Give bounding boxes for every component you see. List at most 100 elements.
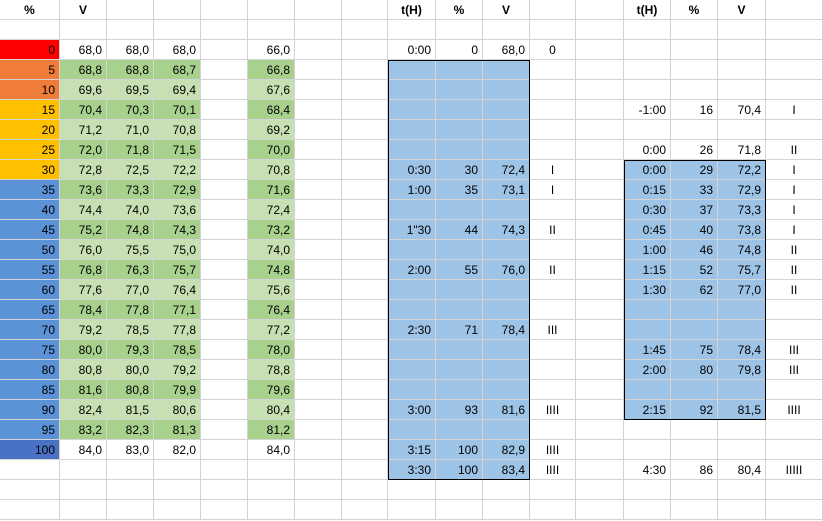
percent-cell[interactable]: [436, 300, 483, 320]
voltage-cell[interactable]: 77,0: [718, 280, 766, 300]
voltage-cell[interactable]: 73,2: [248, 220, 295, 240]
voltage-cell[interactable]: 70,3: [107, 100, 154, 120]
empty-cell[interactable]: [766, 20, 823, 40]
voltage-cell[interactable]: 75,6: [248, 280, 295, 300]
empty-cell[interactable]: [295, 340, 342, 360]
empty-cell[interactable]: [201, 220, 248, 240]
time-cell[interactable]: 1"30: [388, 220, 436, 240]
voltage-cell[interactable]: 79,9: [154, 380, 201, 400]
empty-cell[interactable]: [201, 160, 248, 180]
empty-cell[interactable]: [201, 140, 248, 160]
voltage-cell[interactable]: 79,2: [60, 320, 107, 340]
empty-cell[interactable]: [342, 200, 388, 220]
empty-cell[interactable]: [483, 500, 530, 520]
voltage-cell[interactable]: 80,4: [248, 400, 295, 420]
empty-cell[interactable]: [248, 460, 295, 480]
empty-cell[interactable]: [201, 260, 248, 280]
header-percent[interactable]: %: [0, 0, 60, 20]
voltage-cell[interactable]: 73,3: [107, 180, 154, 200]
empty-cell[interactable]: [295, 0, 342, 20]
empty-cell[interactable]: [154, 20, 201, 40]
time-cell[interactable]: 2:15: [624, 400, 671, 420]
voltage-cell[interactable]: 66,8: [248, 60, 295, 80]
empty-cell[interactable]: [766, 0, 823, 20]
percent-cell[interactable]: 26: [671, 140, 718, 160]
empty-cell[interactable]: [201, 200, 248, 220]
voltage-cell[interactable]: 77,8: [154, 320, 201, 340]
percent-cell[interactable]: 100: [0, 440, 60, 460]
time-cell[interactable]: 1:15: [624, 260, 671, 280]
empty-cell[interactable]: [342, 320, 388, 340]
empty-cell[interactable]: [201, 240, 248, 260]
empty-cell[interactable]: [342, 480, 388, 500]
voltage-cell[interactable]: [718, 120, 766, 140]
voltage-cell[interactable]: 76,0: [483, 260, 530, 280]
voltage-cell[interactable]: 72,9: [154, 180, 201, 200]
time-cell[interactable]: [624, 80, 671, 100]
percent-cell[interactable]: [436, 120, 483, 140]
time-cell[interactable]: 0:00: [624, 160, 671, 180]
voltage-cell[interactable]: 84,0: [248, 440, 295, 460]
percent-cell[interactable]: 5: [0, 60, 60, 80]
voltage-cell[interactable]: 74,8: [248, 260, 295, 280]
percent-cell[interactable]: 75: [671, 340, 718, 360]
percent-cell[interactable]: [436, 340, 483, 360]
marker-cell[interactable]: [530, 240, 576, 260]
percent-cell[interactable]: 92: [671, 400, 718, 420]
empty-cell[interactable]: [154, 500, 201, 520]
empty-cell[interactable]: [576, 460, 624, 480]
empty-cell[interactable]: [342, 60, 388, 80]
voltage-cell[interactable]: 68,0: [154, 40, 201, 60]
percent-cell[interactable]: 0: [436, 40, 483, 60]
time-cell[interactable]: 1:45: [624, 340, 671, 360]
empty-cell[interactable]: [295, 120, 342, 140]
marker-cell[interactable]: [766, 300, 823, 320]
percent-cell[interactable]: [436, 80, 483, 100]
marker-cell[interactable]: [766, 320, 823, 340]
voltage-cell[interactable]: 69,6: [60, 80, 107, 100]
empty-cell[interactable]: [295, 280, 342, 300]
empty-cell[interactable]: [718, 480, 766, 500]
voltage-cell[interactable]: 83,2: [60, 420, 107, 440]
percent-cell[interactable]: 44: [436, 220, 483, 240]
empty-cell[interactable]: [201, 440, 248, 460]
voltage-cell[interactable]: 81,6: [483, 400, 530, 420]
percent-cell[interactable]: 35: [436, 180, 483, 200]
empty-cell[interactable]: [576, 40, 624, 60]
empty-cell[interactable]: [295, 20, 342, 40]
empty-cell[interactable]: [576, 220, 624, 240]
time-cell[interactable]: [624, 40, 671, 60]
empty-cell[interactable]: [483, 20, 530, 40]
empty-cell[interactable]: [576, 100, 624, 120]
percent-cell[interactable]: [671, 420, 718, 440]
time-cell[interactable]: 0:15: [624, 180, 671, 200]
empty-cell[interactable]: [295, 500, 342, 520]
voltage-cell[interactable]: 69,5: [107, 80, 154, 100]
empty-cell[interactable]: [154, 480, 201, 500]
percent-cell[interactable]: 71: [436, 320, 483, 340]
percent-cell[interactable]: 100: [436, 460, 483, 480]
voltage-cell[interactable]: 70,1: [154, 100, 201, 120]
percent-cell[interactable]: 75: [0, 340, 60, 360]
voltage-cell[interactable]: [718, 320, 766, 340]
percent-cell[interactable]: 10: [0, 80, 60, 100]
empty-cell[interactable]: [576, 440, 624, 460]
voltage-cell[interactable]: 82,3: [107, 420, 154, 440]
marker-cell[interactable]: [530, 140, 576, 160]
marker-cell[interactable]: IIIII: [766, 460, 823, 480]
voltage-cell[interactable]: 80,4: [718, 460, 766, 480]
voltage-cell[interactable]: 78,4: [483, 320, 530, 340]
empty-cell[interactable]: [295, 460, 342, 480]
marker-cell[interactable]: [766, 380, 823, 400]
marker-cell[interactable]: IIII: [530, 440, 576, 460]
percent-cell[interactable]: [671, 380, 718, 400]
percent-cell[interactable]: 100: [436, 440, 483, 460]
marker-cell[interactable]: III: [530, 320, 576, 340]
percent-cell[interactable]: 0: [0, 40, 60, 60]
empty-cell[interactable]: [342, 100, 388, 120]
header-volt[interactable]: V: [483, 0, 530, 20]
voltage-cell[interactable]: [718, 420, 766, 440]
percent-cell[interactable]: 86: [671, 460, 718, 480]
marker-cell[interactable]: II: [766, 140, 823, 160]
empty-cell[interactable]: [295, 320, 342, 340]
